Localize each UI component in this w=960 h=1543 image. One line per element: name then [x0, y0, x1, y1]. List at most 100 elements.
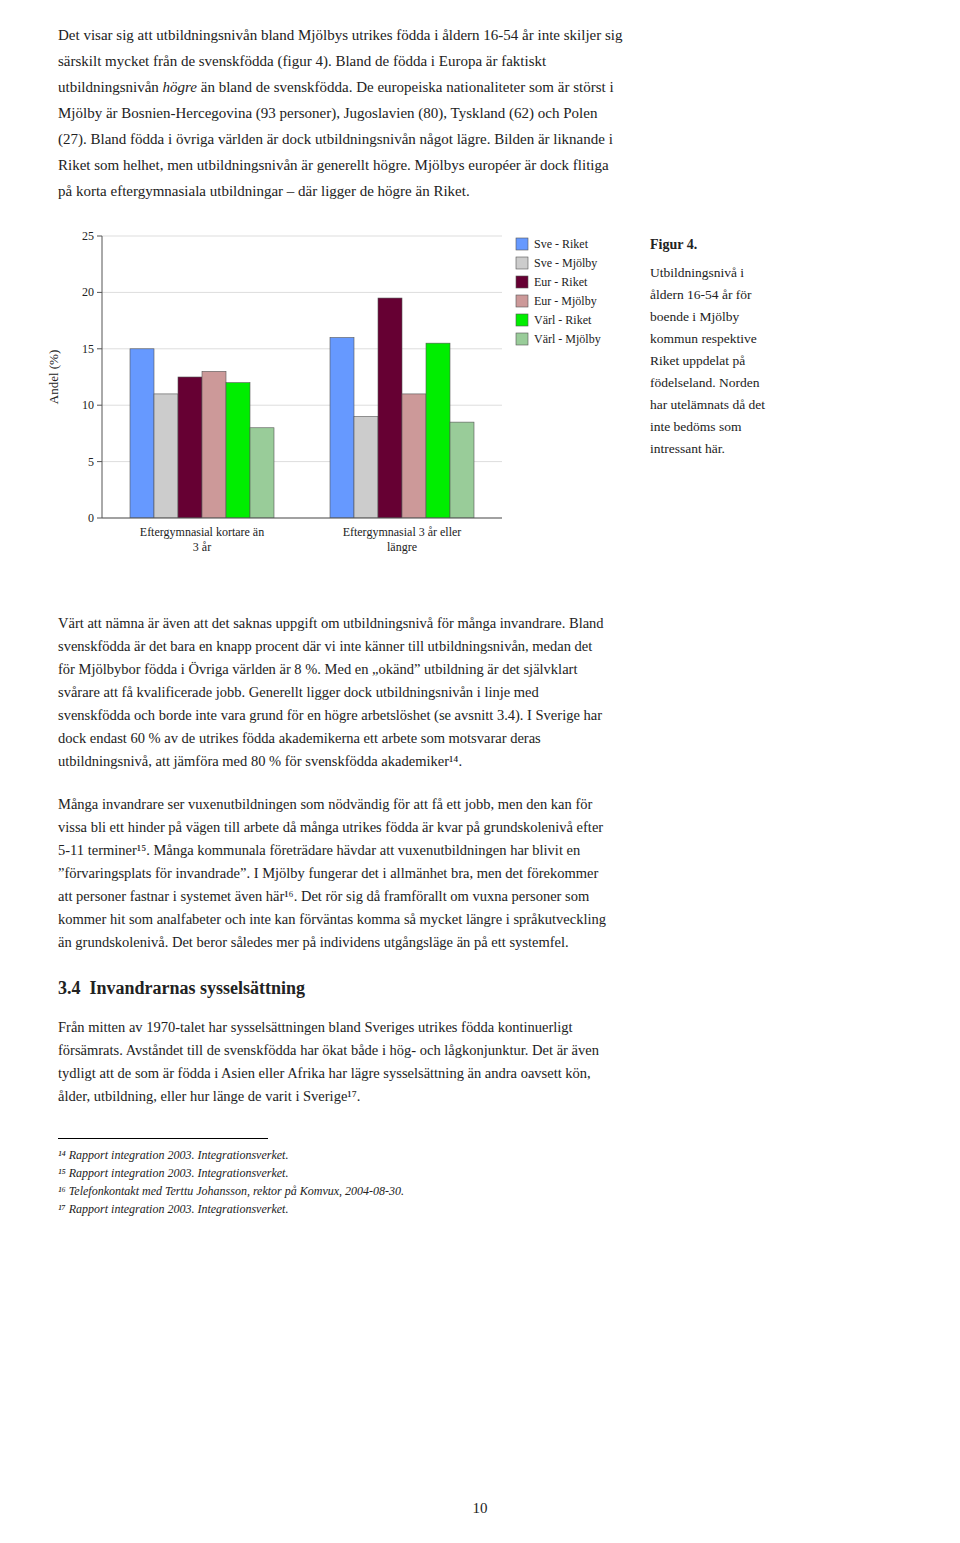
- x-axis: [102, 518, 502, 519]
- x-tick-label-line: längre: [387, 540, 417, 554]
- caption-line: Riket uppdelat på: [650, 350, 765, 372]
- text-line: tydligt att de som är födda i Asien elle…: [58, 1062, 599, 1085]
- paragraph: Från mitten av 1970-talet har sysselsätt…: [58, 1016, 599, 1108]
- y-tick-label: 15: [82, 342, 94, 356]
- paragraph: Värt att nämna är även att det saknas up…: [58, 612, 604, 773]
- caption-line: födelseland. Norden: [650, 372, 765, 394]
- text-line: utbildningsnivån högre än bland de svens…: [58, 74, 623, 100]
- text-segment: Mjölby är Bosnien-Hercegovina (93 person…: [58, 105, 597, 121]
- text-line: Värt att nämna är även att det saknas up…: [58, 612, 604, 635]
- bar: [450, 422, 474, 518]
- y-tick: [97, 461, 102, 462]
- footnote: ¹⁴ Rapport integration 2003. Integration…: [58, 1146, 404, 1164]
- legend-swatch: [516, 238, 528, 250]
- text-segment: högre: [163, 79, 197, 95]
- bars: [130, 298, 474, 518]
- top-text: Det visar sig att utbildningsnivån bland…: [58, 22, 623, 204]
- text-segment: utbildningsnivån: [58, 79, 163, 95]
- text-segment: särskilt mycket från de svenskfödda (fig…: [58, 53, 546, 69]
- caption-line: Utbildningsnivå i: [650, 262, 765, 284]
- bar: [426, 343, 450, 518]
- footnote: ¹⁷ Rapport integration 2003. Integration…: [58, 1200, 404, 1218]
- text-line: svenskfödda är det bara en knapp procent…: [58, 635, 604, 658]
- text-line: ”förvaringsplats för invandrade”. I Mjöl…: [58, 862, 606, 885]
- text-line: (27). Bland födda i övriga världen är do…: [58, 126, 623, 152]
- chart: 0510152025Eftergymnasial kortare än3 årE…: [40, 222, 630, 592]
- text-line: Många invandrare ser vuxenutbildningen s…: [58, 793, 606, 816]
- text-line: ålder, utbildning, eller hur länge de va…: [58, 1085, 599, 1108]
- y-tick: [97, 292, 102, 293]
- caption-line: intressant här.: [650, 438, 765, 460]
- bar: [354, 416, 378, 518]
- text-segment: Det visar sig att utbildningsnivån bland…: [58, 27, 623, 43]
- text-line: 5-11 terminer¹⁵. Många kommunala företrä…: [58, 839, 606, 862]
- bar: [402, 394, 426, 518]
- caption-line: åldern 16-54 år för: [650, 284, 765, 306]
- legend-label: Värl - Mjölby: [534, 332, 601, 346]
- footnotes: ¹⁴ Rapport integration 2003. Integration…: [58, 1146, 404, 1218]
- x-tick-label-line: Eftergymnasial 3 år eller: [343, 525, 462, 539]
- text-line: dock endast 60 % av de utrikes födda aka…: [58, 727, 604, 750]
- paragraph: Många invandrare ser vuxenutbildningen s…: [58, 793, 606, 954]
- y-tick-label: 5: [88, 455, 94, 469]
- x-tick-label: Eftergymnasial 3 år ellerlängre: [343, 525, 462, 554]
- text-line: Från mitten av 1970-talet har sysselsätt…: [58, 1016, 599, 1039]
- figure-caption: Figur 4.Utbildningsnivå iåldern 16-54 år…: [650, 234, 765, 460]
- bar: [178, 377, 202, 518]
- bar: [226, 383, 250, 518]
- legend-label: Sve - Mjölby: [534, 256, 597, 270]
- grid-line: [102, 236, 502, 237]
- text-line: än grundskolenivå. Det beror således mer…: [58, 931, 606, 954]
- text-line: för Mjölbybor födda i Övriga världen är …: [58, 658, 604, 681]
- caption-line: har utelämnats då det: [650, 394, 765, 416]
- text-line: på korta eftergymnasiala utbildningar – …: [58, 178, 623, 204]
- text-line: försämrats. Avståndet till de svenskfödd…: [58, 1039, 599, 1062]
- bar: [202, 371, 226, 518]
- legend: Sve - Riket Sve - Mjölby Eur - Riket Eur - …: [516, 237, 601, 346]
- y-axis: [102, 236, 103, 518]
- footnote-separator: [58, 1138, 268, 1139]
- y-tick-label: 20: [82, 285, 94, 299]
- text-line: kommer hit som analfabeter och inte kan …: [58, 908, 606, 931]
- y-tick-label: 0: [88, 511, 94, 525]
- text-line: särskilt mycket från de svenskfödda (fig…: [58, 48, 623, 74]
- x-tick-label: Eftergymnasial kortare än3 år: [140, 525, 264, 554]
- x-tick-label-line: 3 år: [193, 540, 211, 554]
- y-axis-label: Andel (%): [46, 350, 61, 405]
- x-tick-label-line: Eftergymnasial kortare än: [140, 525, 264, 539]
- footnote: ¹⁵ Rapport integration 2003. Integration…: [58, 1164, 404, 1182]
- legend-label: Eur - Riket: [534, 275, 588, 289]
- text-segment: än bland de svenskfödda. De europeiska n…: [197, 79, 614, 95]
- legend-swatch: [516, 295, 528, 307]
- y-tick-label: 10: [82, 398, 94, 412]
- page: Det visar sig att utbildningsnivån bland…: [0, 0, 960, 1543]
- legend-swatch: [516, 276, 528, 288]
- legend-swatch: [516, 257, 528, 269]
- text-line: svårare att få kvalificerade jobb. Gener…: [58, 681, 604, 704]
- grid-line: [102, 292, 502, 293]
- legend-swatch: [516, 314, 528, 326]
- legend-label: Värl - Riket: [534, 313, 592, 327]
- text-line: svenskfödda och borde inte vara grund fö…: [58, 704, 604, 727]
- legend-label: Sve - Riket: [534, 237, 589, 251]
- text-segment: (27). Bland födda i övriga världen är do…: [58, 131, 613, 147]
- page-number: 10: [0, 1500, 960, 1517]
- caption-line: inte bedöms som: [650, 416, 765, 438]
- y-tick: [97, 518, 102, 519]
- caption-line: boende i Mjölby: [650, 306, 765, 328]
- y-tick: [97, 405, 102, 406]
- text-line: utbildningsnivå, att jämföra med 80 % fö…: [58, 750, 604, 773]
- y-tick: [97, 348, 102, 349]
- section-heading: 3.4 Invandrarnas sysselsättning: [58, 978, 305, 999]
- bar: [250, 428, 274, 518]
- text-segment: på korta eftergymnasiala utbildningar – …: [58, 183, 470, 199]
- text-line: Riket som helhet, men utbildningsnivån ä…: [58, 152, 623, 178]
- y-tick-label: 25: [82, 229, 94, 243]
- bar: [154, 394, 178, 518]
- footnote: ¹⁶ Telefonkontakt med Terttu Johansson, …: [58, 1182, 404, 1200]
- caption-line: kommun respektive: [650, 328, 765, 350]
- text-line: vissa bli ett hinder på vägen till arbet…: [58, 816, 606, 839]
- legend-label: Eur - Mjölby: [534, 294, 597, 308]
- bar: [330, 338, 354, 518]
- bar: [130, 349, 154, 518]
